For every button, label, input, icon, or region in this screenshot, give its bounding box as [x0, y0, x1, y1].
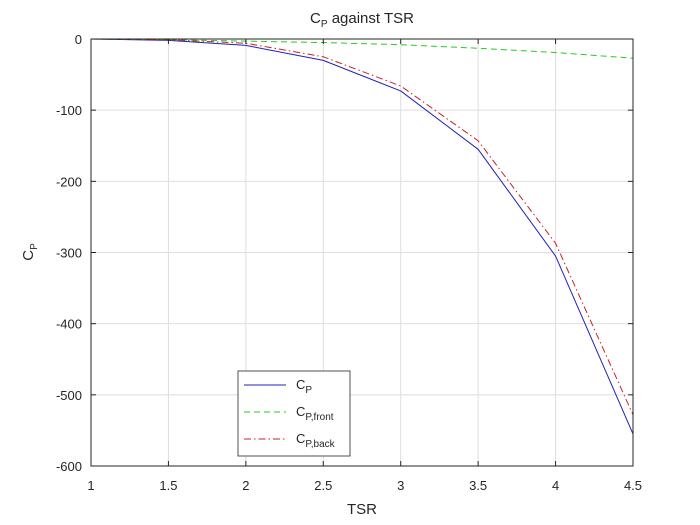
x-tick-labels: 1 1.5 2 2.5 3 3.5 4 4.5 — [87, 478, 642, 493]
series-line-cp — [90, 38, 634, 435]
x-tick-label: 3 — [397, 478, 404, 493]
series-layer — [90, 38, 634, 435]
legend: CP CP,front CP,back — [237, 370, 351, 457]
x-tick-label: 3.5 — [469, 478, 487, 493]
y-tick-labels: 0 -100 -200 -300 -400 -500 -600 — [56, 32, 82, 474]
x-tick-label: 1.5 — [159, 478, 177, 493]
x-tick-label: 4 — [552, 478, 559, 493]
y-axis-label: CP — [20, 243, 40, 261]
y-tick-label: -300 — [56, 246, 82, 261]
x-axis-label: TSR — [347, 501, 377, 518]
legend-label-cp: CP — [296, 377, 312, 396]
x-tick-label: 1 — [87, 478, 94, 493]
y-tick-label: -600 — [56, 459, 82, 474]
legend-label-cp-front: CP,front — [296, 404, 334, 423]
y-tick-label: 0 — [75, 32, 82, 47]
series-line-cp-back — [90, 38, 634, 415]
x-tick-label: 4.5 — [624, 478, 642, 493]
tick-marks — [90, 38, 634, 467]
y-tick-label: -500 — [56, 388, 82, 403]
legend-label-cp-back: CP,back — [296, 431, 336, 450]
y-tick-label: -200 — [56, 174, 82, 189]
x-tick-label: 2 — [242, 478, 249, 493]
x-tick-label: 2.5 — [314, 478, 332, 493]
y-tick-label: -100 — [56, 103, 82, 118]
chart-title: CP against TSR — [310, 10, 414, 30]
y-tick-label: -400 — [56, 317, 82, 332]
